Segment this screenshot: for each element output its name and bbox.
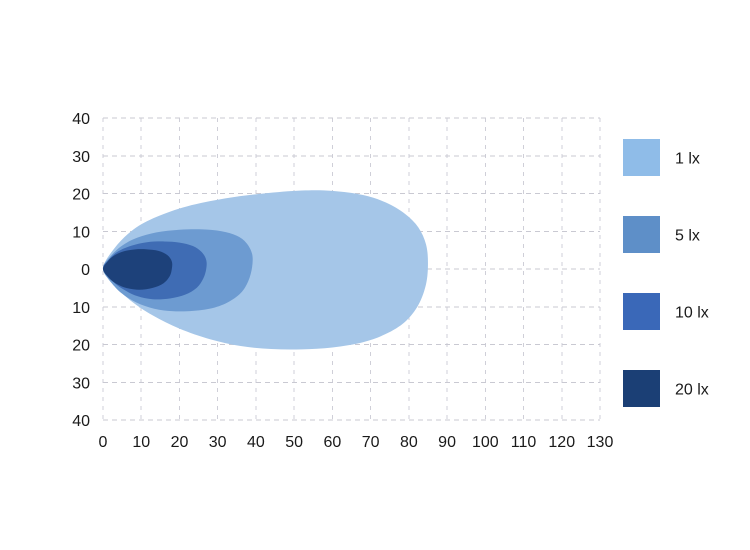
legend-swatch: [623, 139, 660, 176]
y-tick-label: 20: [72, 187, 90, 204]
y-tick-label: 30: [72, 375, 90, 392]
x-tick-label: 100: [472, 434, 499, 451]
legend-label: 5 lx: [675, 228, 700, 245]
legend-label: 10 lx: [675, 305, 709, 322]
y-tick-label: 10: [72, 300, 90, 317]
y-axis-tick-labels: 40 30 20 10 0 10 20 30 40: [72, 111, 90, 430]
legend-swatch: [623, 216, 660, 253]
legend-item[interactable]: 20 lx: [623, 370, 709, 407]
x-tick-label: 30: [209, 434, 227, 451]
x-tick-label: 10: [132, 434, 150, 451]
y-tick-label: 40: [72, 413, 90, 430]
legend-item[interactable]: 1 lx: [623, 139, 700, 176]
legend: 1 lx 5 lx 10 lx 20 lx: [623, 139, 709, 407]
y-tick-label: 10: [72, 224, 90, 241]
beam-area-20-lx: [103, 249, 173, 290]
legend-label: 20 lx: [675, 382, 709, 399]
x-tick-label: 120: [548, 434, 575, 451]
x-tick-label: 50: [285, 434, 303, 451]
x-tick-label: 130: [587, 434, 614, 451]
y-tick-label: 30: [72, 149, 90, 166]
legend-swatch: [623, 293, 660, 330]
x-tick-label: 60: [323, 434, 341, 451]
y-tick-label: 20: [72, 338, 90, 355]
y-tick-label: 0: [81, 262, 90, 279]
y-tick-label: 40: [72, 111, 90, 128]
legend-label: 1 lx: [675, 151, 700, 168]
x-tick-label: 80: [400, 434, 418, 451]
legend-item[interactable]: 10 lx: [623, 293, 709, 330]
x-tick-label: 90: [438, 434, 456, 451]
beam-area-group: [102, 190, 428, 350]
x-tick-label: 110: [511, 434, 537, 451]
legend-swatch: [623, 370, 660, 407]
x-tick-label: 0: [99, 434, 108, 451]
x-axis-tick-labels: 0 10 20 30 40 50 60 70 80 90 100 110 120 130: [99, 434, 614, 451]
x-tick-label: 70: [362, 434, 380, 451]
x-tick-label: 40: [247, 434, 265, 451]
legend-item[interactable]: 5 lx: [623, 216, 700, 253]
x-tick-label: 20: [171, 434, 189, 451]
